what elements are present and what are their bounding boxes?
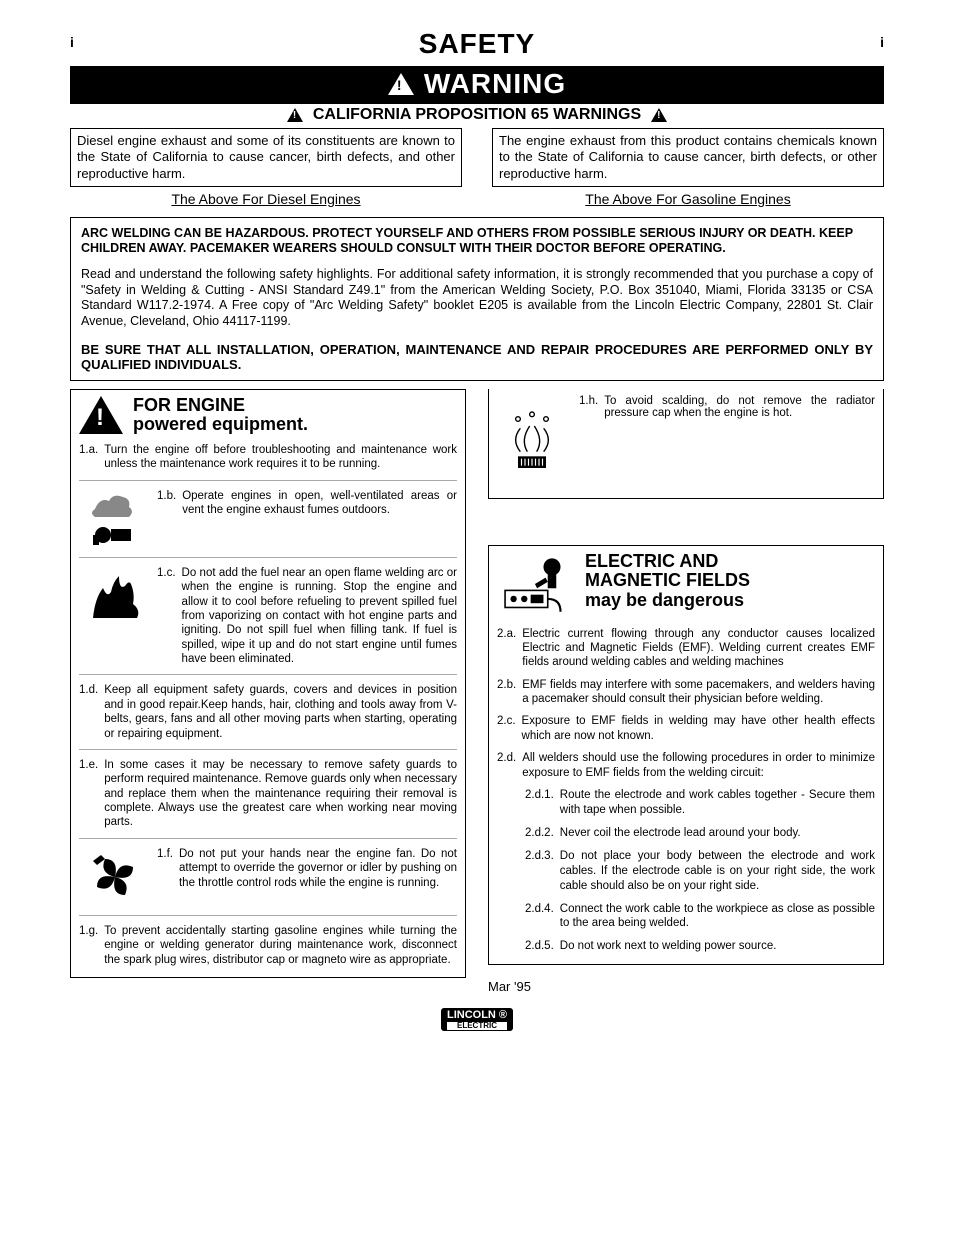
prop65-diesel-box: Diesel engine exhaust and some of its co… xyxy=(70,128,462,187)
divider xyxy=(79,838,457,839)
emf-section-title: ELECTRIC AND MAGNETIC FIELDS may be dang… xyxy=(585,552,750,611)
page-marker-right: i xyxy=(880,34,884,50)
item-1h-box: 1.h.To avoid scalding, do not remove the… xyxy=(488,389,884,499)
prop65-heading-row: CALIFORNIA PROPOSITION 65 WARNINGS xyxy=(70,106,884,124)
divider xyxy=(79,480,457,481)
item-2d4: 2.d.4.Connect the work cable to the work… xyxy=(525,902,875,932)
left-column: FOR ENGINE powered equipment. 1.a.Turn t… xyxy=(70,389,466,995)
prop65-captions: The Above For Diesel Engines The Above F… xyxy=(70,187,884,207)
main-safety-box: ARC WELDING CAN BE HAZARDOUS. PROTECT YO… xyxy=(70,217,884,381)
divider xyxy=(79,749,457,750)
prop65-gasoline-caption: The Above For Gasoline Engines xyxy=(492,191,884,207)
item-1d: 1.d.Keep all equipment safety guards, co… xyxy=(79,683,457,741)
item-1a: 1.a.Turn the engine off before troublesh… xyxy=(79,443,457,472)
emf-transformer-icon xyxy=(497,552,575,619)
warning-bar: WARNING xyxy=(70,66,884,104)
qualified-individuals-warning: BE SURE THAT ALL INSTALLATION, OPERATION… xyxy=(81,342,873,372)
prop65-diesel-caption: The Above For Diesel Engines xyxy=(70,191,462,207)
engine-section-title: FOR ENGINE powered equipment. xyxy=(133,396,308,436)
warning-triangle-icon xyxy=(388,73,414,95)
item-2d5: 2.d.5.Do not work next to welding power … xyxy=(525,939,875,954)
fire-flame-icon xyxy=(79,566,151,626)
page-header: i SAFETY i xyxy=(70,28,884,60)
item-2d3: 2.d.3.Do not place your body between the… xyxy=(525,849,875,894)
safety-paragraph: Read and understand the following safety… xyxy=(81,267,873,330)
arc-welding-warning: ARC WELDING CAN BE HAZARDOUS. PROTECT YO… xyxy=(81,226,873,257)
item-2d1: 2.d.1.Route the electrode and work cable… xyxy=(525,788,875,818)
prop65-gasoline-box: The engine exhaust from this product con… xyxy=(492,128,884,187)
caution-triangle-icon xyxy=(651,108,667,122)
safety-title: SAFETY xyxy=(70,28,884,60)
item-1e: 1.e.In some cases it may be necessary to… xyxy=(79,758,457,830)
item-1b: 1.b.Operate engines in open, well-ventil… xyxy=(79,489,457,549)
prop65-boxes: Diesel engine exhaust and some of its co… xyxy=(70,128,884,187)
item-2c: 2.c.Exposure to EMF fields in welding ma… xyxy=(497,714,875,743)
divider xyxy=(79,915,457,916)
warning-bar-text: WARNING xyxy=(424,68,566,100)
caution-triangle-icon xyxy=(287,108,303,122)
page-marker-left: i xyxy=(70,34,74,50)
footer: LINCOLN ® ELECTRIC xyxy=(70,1008,884,1031)
warning-triangle-icon xyxy=(79,396,123,434)
lincoln-electric-logo: LINCOLN ® ELECTRIC xyxy=(441,1008,513,1031)
right-column: 1.h.To avoid scalding, do not remove the… xyxy=(488,389,884,995)
item-2d2: 2.d.2.Never coil the electrode lead arou… xyxy=(525,826,875,841)
divider xyxy=(79,557,457,558)
divider xyxy=(79,674,457,675)
hot-radiator-icon xyxy=(497,395,569,488)
item-2b: 2.b.EMF fields may interfere with some p… xyxy=(497,678,875,707)
emf-section: ELECTRIC AND MAGNETIC FIELDS may be dang… xyxy=(488,545,884,966)
two-column-layout: FOR ENGINE powered equipment. 1.a.Turn t… xyxy=(70,389,884,995)
item-2a: 2.a.Electric current flowing through any… xyxy=(497,627,875,670)
engine-equipment-section: FOR ENGINE powered equipment. 1.a.Turn t… xyxy=(70,389,466,978)
exhaust-fumes-icon xyxy=(79,489,151,549)
item-1g: 1.g.To prevent accidentally starting gas… xyxy=(79,924,457,967)
item-1c: 1.c.Do not add the fuel near an open fla… xyxy=(79,566,457,667)
item-1f: 1.f.Do not put your hands near the engin… xyxy=(79,847,457,907)
moving-parts-fan-icon xyxy=(79,847,151,907)
item-2d: 2.d.All welders should use the following… xyxy=(497,751,875,780)
revision-date: Mar '95 xyxy=(488,979,884,994)
prop65-heading: CALIFORNIA PROPOSITION 65 WARNINGS xyxy=(313,106,641,124)
